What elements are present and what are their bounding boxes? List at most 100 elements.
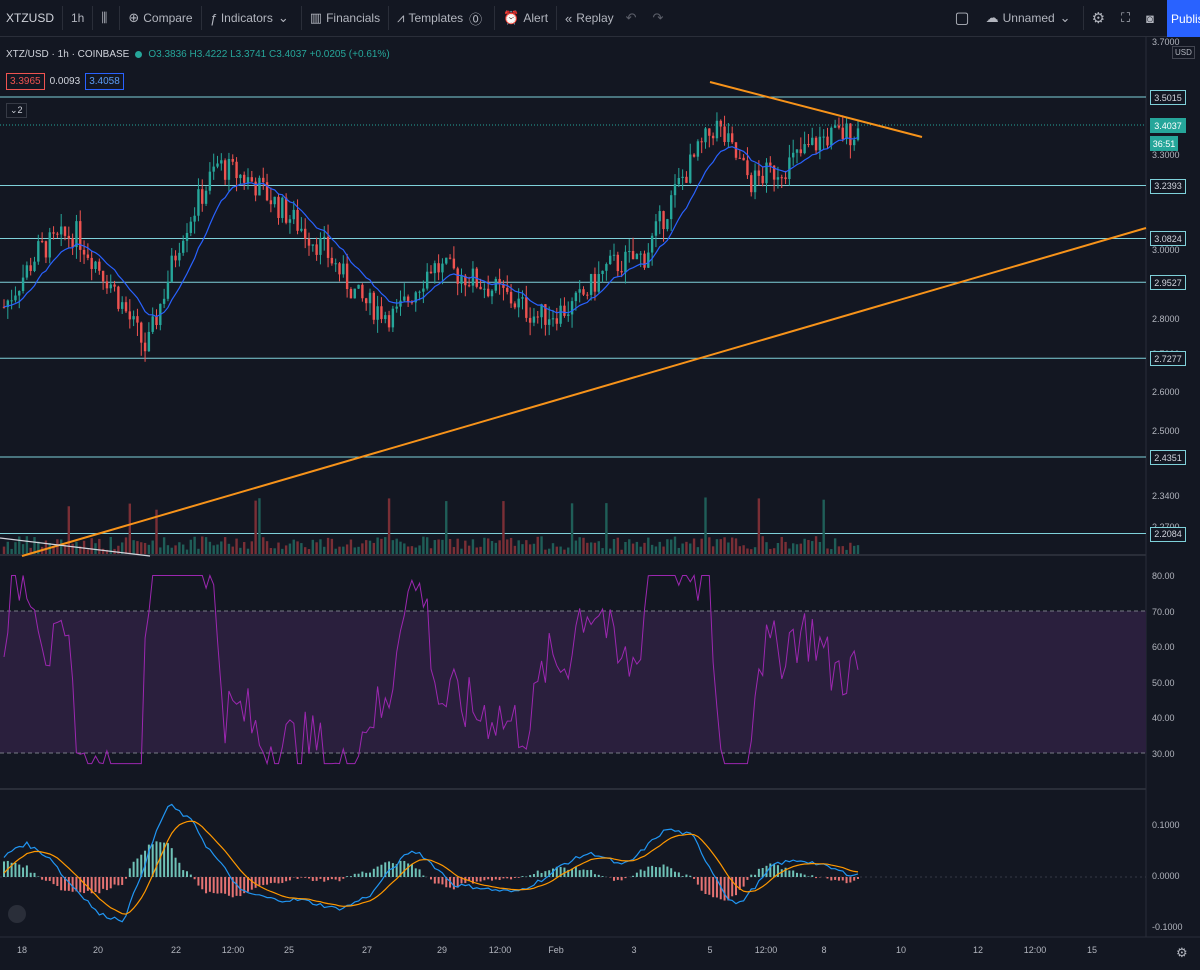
compare-button[interactable]: ⊕ Compare [122, 0, 198, 37]
level-price-tag: 3.5015 [1150, 90, 1186, 105]
macd-histogram-bar [376, 866, 379, 877]
volume-bar [734, 538, 738, 554]
interval-button[interactable]: 1h [65, 0, 90, 37]
volume-bar [319, 539, 322, 554]
candle-body [37, 241, 40, 262]
candle-body [498, 278, 501, 284]
volume-bar [254, 500, 257, 554]
camera-icon: ◙ [1146, 10, 1154, 26]
level-price-tag: 2.2084 [1150, 526, 1186, 542]
macd-histogram-bar [498, 877, 501, 881]
macd-signal-line [3, 820, 859, 915]
fullscreen-square-button[interactable]: ▢ [949, 0, 980, 37]
volume-bar [201, 536, 204, 554]
volume-bar [193, 536, 196, 554]
volume-bar [414, 547, 417, 554]
info-circle-icon: ⓪ [469, 11, 483, 27]
candle-body [753, 170, 757, 193]
macd-histogram-bar [67, 877, 70, 891]
macd-histogram-bar [365, 872, 368, 877]
volume-bar [628, 539, 631, 554]
gear-icon[interactable]: ⚙ [1176, 945, 1188, 960]
alert-button[interactable]: ⏰ Alert [497, 0, 554, 37]
macd-histogram-bar [250, 877, 253, 890]
macd-histogram-bar [44, 877, 47, 881]
volume-bar [776, 543, 780, 554]
financials-button[interactable]: ▥ Financials [304, 0, 386, 37]
settings-button[interactable]: ⚙ [1086, 0, 1115, 37]
divider [62, 6, 63, 30]
macd-histogram-bar [510, 877, 513, 880]
volume-bar [586, 542, 589, 554]
volume-bar [44, 540, 48, 554]
candle-body [277, 196, 280, 218]
sell-price-button[interactable]: 3.3965 [6, 73, 45, 90]
ascending-trend-line[interactable] [21, 227, 1147, 557]
macd-histogram-bar [834, 877, 837, 880]
candle-body [326, 236, 330, 258]
fullscreen-button[interactable]: ⛶ [1115, 0, 1140, 37]
volume-bar [258, 498, 261, 554]
layout-button[interactable]: ☁ Unnamed ⌄ [980, 0, 1081, 37]
macd-histogram-bar [186, 871, 188, 877]
macd-histogram-bar [159, 842, 162, 877]
divider [119, 6, 121, 30]
candle-body [826, 136, 829, 146]
alert-label: Alert [523, 11, 549, 25]
macd-histogram-bar [235, 877, 238, 896]
candle-body [258, 177, 261, 196]
macd-histogram-bar [723, 877, 726, 901]
templates-button[interactable]: ⩘ Templates ⓪ [391, 0, 492, 37]
candle-body [849, 123, 852, 146]
candle-body [852, 139, 856, 146]
volume-bar [464, 540, 467, 554]
replay-button[interactable]: «Replay [559, 0, 620, 37]
time-tick-label: 18 [16, 945, 28, 955]
indicators-button[interactable]: ƒ Indicators ⌄ [204, 0, 299, 37]
candle-body [216, 163, 219, 167]
collapse-indicators-button[interactable]: ⌄2 [6, 103, 27, 118]
volume-bar [841, 546, 844, 554]
macd-histogram-bar [407, 863, 410, 877]
chart-style-button[interactable]: ⫼ [95, 0, 117, 37]
tradingview-logo-icon [8, 905, 26, 923]
macd-histogram-bar [254, 877, 257, 888]
macd-histogram-bar [700, 877, 703, 891]
candle-body [570, 301, 574, 315]
indicators-label: Indicators [220, 11, 273, 25]
candle-body [147, 331, 151, 352]
candle-body [315, 244, 318, 255]
candle-body [33, 261, 36, 271]
rsi-tick-label: 70.00 [1152, 606, 1175, 617]
macd-histogram-bar [296, 877, 299, 879]
candle-body [155, 316, 158, 326]
redo-button[interactable]: ↷ [647, 0, 674, 37]
undo-button[interactable]: ↶ [620, 0, 647, 37]
macd-histogram-bar [262, 877, 265, 886]
candle-body [509, 291, 513, 304]
macd-histogram-bar [853, 877, 856, 881]
buy-price-button[interactable]: 3.4058 [85, 73, 124, 90]
price-chart[interactable] [0, 37, 1200, 970]
candle-body [837, 125, 841, 128]
macd-histogram-bar [544, 871, 547, 877]
macd-histogram-bar [796, 872, 798, 877]
candle-body [856, 128, 860, 140]
candle-body [212, 166, 215, 172]
snapshot-button[interactable]: ◙ [1140, 0, 1164, 37]
publish-button[interactable]: Publish [1167, 0, 1200, 37]
candle-body [784, 177, 787, 180]
currency-label[interactable]: USD [1172, 46, 1195, 59]
macd-histogram-bar [776, 865, 779, 877]
macd-histogram-bar [422, 875, 425, 877]
macd-histogram-bar [449, 877, 452, 888]
macd-histogram-bar [536, 870, 539, 877]
volume-bar [765, 542, 768, 554]
candle-body [551, 318, 555, 320]
white-trend-line[interactable] [0, 537, 151, 557]
symbol-search-button[interactable]: XTZUSD [0, 0, 60, 37]
financials-label: Financials [326, 11, 381, 25]
descending-trend-line[interactable] [709, 81, 923, 138]
volume-bar [372, 542, 376, 554]
candle-body [605, 264, 608, 271]
